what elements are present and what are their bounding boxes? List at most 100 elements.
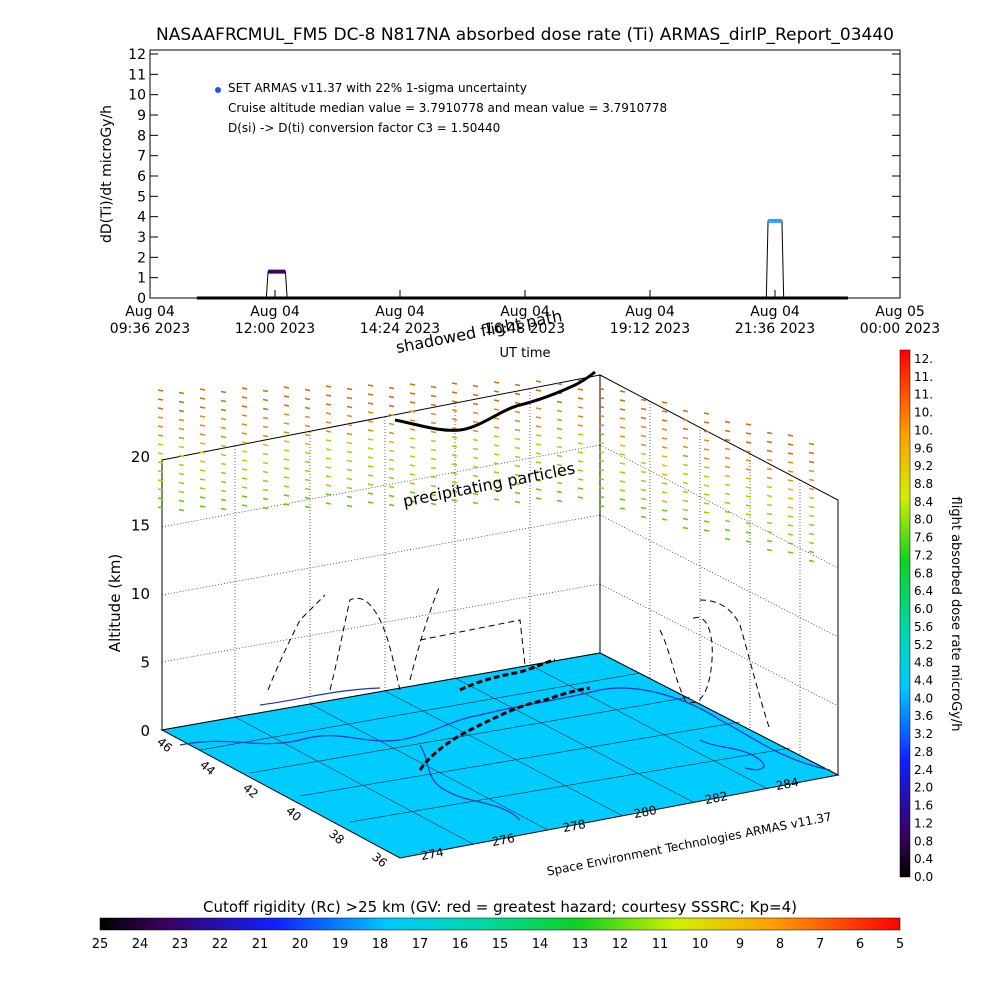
particle-mark xyxy=(787,470,794,473)
particle-mark xyxy=(304,424,311,428)
particle-mark xyxy=(451,382,458,385)
particle-mark xyxy=(682,436,689,440)
particle-mark xyxy=(262,470,269,474)
particle-mark xyxy=(493,471,500,474)
particle-mark xyxy=(472,456,479,460)
particle-mark xyxy=(178,409,185,413)
cutoff-rigidity-tick: 15 xyxy=(492,937,509,952)
particle-mark xyxy=(661,401,668,404)
particle-mark xyxy=(199,451,206,454)
particle-mark xyxy=(808,469,815,473)
particle-mark xyxy=(367,429,374,432)
particle-mark xyxy=(367,384,374,387)
wall-grid xyxy=(161,389,839,756)
particle-mark xyxy=(766,521,773,525)
particle-mark xyxy=(493,408,500,411)
particle-mark xyxy=(409,464,416,467)
particle-mark xyxy=(325,457,332,460)
particle-mark xyxy=(472,492,479,496)
particle-mark xyxy=(535,452,542,455)
particle-mark xyxy=(325,439,332,442)
particle-mark xyxy=(262,425,269,429)
longitude-axis: 274 276 278 280 282 284 xyxy=(420,775,800,863)
map-floor xyxy=(160,652,840,859)
top-y-tick-label: 4 xyxy=(137,210,146,226)
top-x-tick-label-time: 12:00 2023 xyxy=(235,321,315,337)
particle-mark xyxy=(661,464,668,467)
particle-mark xyxy=(724,528,731,532)
top-x-tick-label-date: Aug 04 xyxy=(375,304,425,320)
annotation-conversion-factor: D(si) -> D(ti) conversion factor C3 = 1.… xyxy=(228,121,500,135)
particle-mark xyxy=(808,496,815,500)
particle-mark xyxy=(514,500,521,504)
particle-mark xyxy=(682,418,689,422)
particle-mark xyxy=(514,464,521,468)
particle-mark xyxy=(745,441,752,444)
particle-mark xyxy=(451,454,458,457)
particle-mark xyxy=(304,406,311,410)
particle-mark xyxy=(388,386,395,390)
latitude-tick-label: 44 xyxy=(197,758,218,779)
particle-mark xyxy=(640,497,647,501)
particle-mark xyxy=(157,416,164,419)
particle-mark xyxy=(787,551,794,554)
particle-mark xyxy=(514,437,521,441)
particle-mark xyxy=(493,399,500,402)
latitude-tick-label: 38 xyxy=(326,827,347,848)
particle-mark xyxy=(451,418,458,421)
latitude-tick-label: 46 xyxy=(154,735,175,756)
top-x-tick-label-date: Aug 04 xyxy=(750,304,800,320)
particle-mark xyxy=(598,441,605,445)
particle-mark xyxy=(388,467,395,471)
particle-mark xyxy=(556,409,563,413)
dose-rate-colorbar-ticks: 0.0 0.4 0.8 1.2 1.6 2.0 2.4 2.8 3.2 3.6 4.0 4.4 4.8 5… xyxy=(914,352,933,884)
particle-mark xyxy=(661,500,668,503)
cutoff-rigidity-tick: 9 xyxy=(736,937,744,952)
particle-mark xyxy=(577,496,584,499)
particle-mark xyxy=(346,495,353,499)
particle-mark xyxy=(577,424,584,427)
flight-path-upper xyxy=(394,370,596,432)
particle-mark xyxy=(262,497,269,501)
longitude-tick-label: 284 xyxy=(775,775,800,793)
cutoff-rigidity-tick: 16 xyxy=(452,937,469,952)
particle-mark xyxy=(703,475,710,478)
particle-mark xyxy=(430,394,437,398)
particle-mark xyxy=(682,526,689,530)
particle-mark xyxy=(346,414,353,418)
cutoff-rigidity-gradient xyxy=(99,917,901,931)
particle-mark xyxy=(619,444,626,447)
particle-mark xyxy=(409,482,416,485)
particle-mark xyxy=(178,481,185,485)
dose-rate-colorbar-tick: 5.6 xyxy=(914,620,933,634)
particle-mark xyxy=(472,438,479,442)
particle-mark xyxy=(577,433,584,436)
particle-mark xyxy=(283,503,290,506)
particle-mark xyxy=(766,476,773,480)
particle-mark xyxy=(703,493,710,496)
particle-mark xyxy=(661,446,668,449)
particle-mark xyxy=(430,457,437,461)
particle-mark xyxy=(346,396,353,400)
particle-mark xyxy=(724,510,731,514)
latitude-tick-label: 40 xyxy=(283,804,304,825)
particle-mark xyxy=(556,418,563,422)
particle-mark xyxy=(388,476,395,480)
particle-mark xyxy=(493,444,500,447)
particle-mark xyxy=(283,413,290,416)
dose-rate-colorbar-tick: 9.2 xyxy=(914,459,933,473)
particle-mark xyxy=(808,451,815,455)
particle-mark xyxy=(619,462,626,465)
particle-mark xyxy=(577,469,584,472)
particle-mark xyxy=(619,399,626,402)
particle-mark xyxy=(598,486,605,490)
dose-rate-colorbar-tick: 1.2 xyxy=(914,816,933,830)
particle-mark xyxy=(787,533,794,536)
particle-mark xyxy=(808,514,815,518)
particle-mark xyxy=(409,428,416,431)
legend-text: SET ARMAS v11.37 with 22% 1-sigma uncert… xyxy=(228,81,527,95)
particle-mark xyxy=(451,499,458,502)
particle-mark xyxy=(367,474,374,477)
particle-mark xyxy=(325,403,332,406)
particle-mark xyxy=(535,380,542,383)
